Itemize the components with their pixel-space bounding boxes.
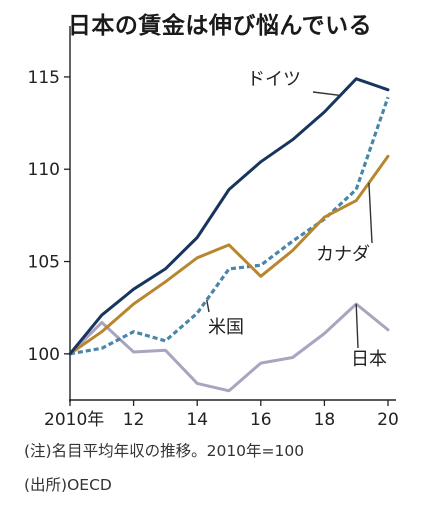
x-tick-label: 20 (377, 410, 399, 430)
series-label-canada: カナダ (316, 244, 370, 265)
x-tick-label: 16 (250, 410, 272, 430)
source-note-origin: (出所)OECD (24, 476, 112, 494)
series-line-japan (68, 302, 390, 393)
y-tick-label: 100 (28, 345, 60, 365)
x-tick-label: 12 (123, 410, 145, 430)
leader-line-germany (312, 91, 341, 97)
x-tick-label: 18 (314, 410, 336, 430)
series-line-germany (68, 77, 390, 356)
leader-line-japan (355, 303, 359, 349)
leader-line-usa (206, 299, 210, 313)
source-note-definition: (注)名目平均年収の推移。2010年=100 (24, 442, 305, 460)
y-tick-label: 115 (28, 68, 60, 88)
x-tick-label: 2010年 (44, 410, 104, 430)
y-tick-label: 110 (28, 160, 60, 180)
leader-line-canada (368, 182, 373, 244)
series-label-germany: ドイツ (247, 69, 301, 90)
chart-title: 日本の賃金は伸び悩んでいる (67, 13, 373, 39)
axes: 100 105 110 115 2010年 12 14 16 18 20 (28, 26, 399, 430)
series-label-usa: 米国 (208, 317, 244, 338)
series-lines (68, 77, 390, 393)
y-tick-label: 105 (28, 253, 60, 273)
series-line-canada (68, 154, 390, 356)
series-line-usa (69, 96, 390, 356)
series-label-japan: 日本 (351, 349, 387, 370)
x-tick-label: 14 (186, 410, 208, 430)
